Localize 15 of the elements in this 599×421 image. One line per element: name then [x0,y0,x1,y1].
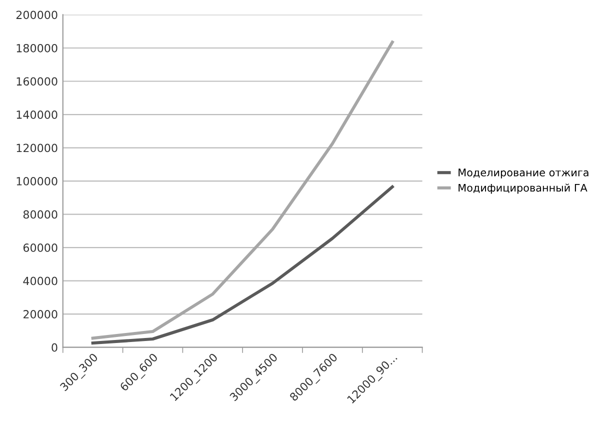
legend-label: Моделирование отжига [458,168,588,178]
y-tick-label: 0 [52,343,58,352]
line-series [91,185,394,345]
y-tick-label: 60000 [23,244,58,252]
y-tick-label: 200000 [16,10,58,20]
legend-label: Модифицированный ГА [458,184,588,194]
line-series [91,40,394,340]
y-tick-label: 40000 [23,276,58,286]
y-tick-label: 160000 [16,77,58,86]
y-tick-label: 180000 [16,44,58,52]
y-tick-label: 80000 [23,210,58,219]
y-tick-label: 120000 [16,144,58,152]
y-tick-label: 140000 [16,110,58,119]
y-tick-label: 20000 [24,310,58,318]
y-tick-label: 100000 [16,177,58,186]
